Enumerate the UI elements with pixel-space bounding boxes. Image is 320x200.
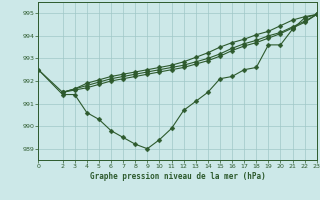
X-axis label: Graphe pression niveau de la mer (hPa): Graphe pression niveau de la mer (hPa) [90,172,266,181]
